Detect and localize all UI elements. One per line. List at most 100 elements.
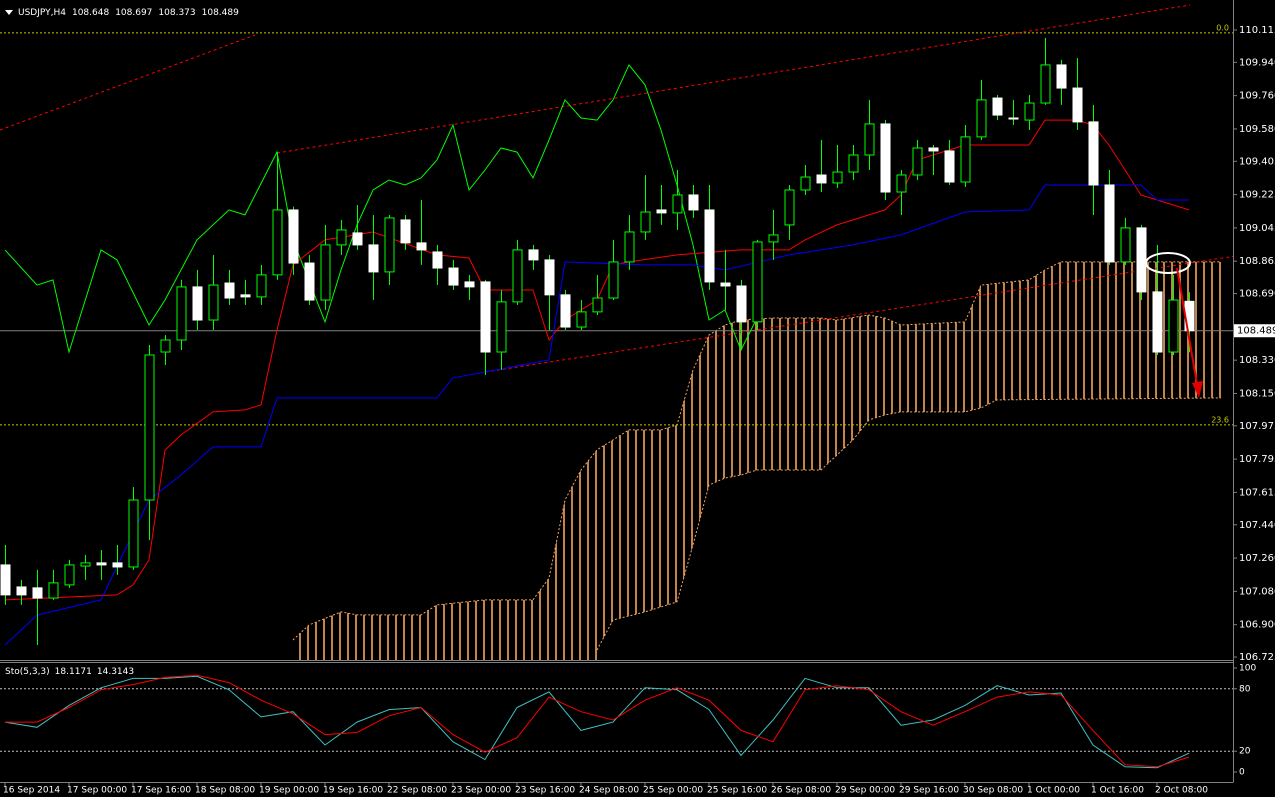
ichimoku-cloud [293,261,1221,660]
candle-body [80,562,91,567]
candle-body [64,564,75,586]
candle-body [800,176,811,191]
candle-body [1088,121,1099,186]
candle-body [208,284,219,321]
candle-body [352,232,363,246]
candle-body [576,311,587,328]
stochastic-line [5,674,1190,768]
x-tick-label: 17 Sep 00:00 [67,786,127,796]
candle-body [288,209,299,264]
candle-body [96,562,107,566]
candle-body [928,147,939,152]
y-tick-label: 106.900 [1239,620,1275,631]
indicator-value: 14.3143 [97,667,134,677]
candle-body [1056,64,1067,89]
price-pane [0,4,1233,660]
candle-body [816,174,827,184]
candle-body [1152,291,1163,353]
candle-body [1136,227,1147,293]
y-tick-label: 109.405 [1239,156,1275,167]
x-tick-label: 19 Sep 16:00 [323,786,383,796]
candle-body [848,154,859,173]
candle-body [112,562,123,568]
current-price-box [1234,324,1275,338]
stochastic-line [4,675,1190,769]
candle-body [656,209,667,214]
x-tick-label: 29 Sep 16:00 [899,786,959,796]
indicator-value: 18.1171 [55,667,92,677]
y-tick-label: 107.615 [1239,487,1275,498]
y-tick-label: 108.330 [1239,355,1275,366]
candle-body [128,499,139,568]
candle-body [432,251,443,269]
candle-body [864,123,875,156]
x-tick-label: 25 Sep 00:00 [643,786,703,796]
x-tick-label: 2 Oct 08:00 [1155,786,1208,796]
candle-body [512,249,523,303]
candle-body [784,189,795,226]
x-tick-label: 17 Sep 16:00 [131,786,191,796]
y-tick-label: 0 [1239,768,1245,778]
candle-body [1104,184,1115,263]
candle-body [464,281,475,288]
cloud-edge [292,261,1221,641]
x-tick-label: 1 Oct 16:00 [1091,786,1144,796]
candle-body [736,285,747,323]
fib-level-label: 0.0 [1216,23,1229,32]
y-tick-label: 109.580 [1239,124,1275,135]
candle-body [704,209,715,283]
x-tick-label: 18 Sep 08:00 [195,786,255,796]
y-tick-label: 109.760 [1239,91,1275,102]
y-tick-label: 107.975 [1239,421,1275,432]
candle-body [336,229,347,246]
candle-body [912,147,923,176]
highlight-ellipse [1145,252,1191,274]
x-tick-label: 19 Sep 00:00 [259,786,319,796]
y-tick-label: 109.225 [1239,190,1275,201]
y-tick-label: 107.795 [1239,454,1275,465]
candle-body [272,209,283,276]
candle-body [320,244,331,301]
candle-body [640,211,651,233]
candle-body [752,241,763,323]
cloud-edge [596,397,1222,651]
candle-body [0,564,11,596]
arrow-shaft [1176,267,1198,385]
menu-triangle[interactable] [5,10,13,15]
candle-body [240,294,251,298]
candle-body [976,99,987,138]
candle-body [1008,117,1019,120]
candle-body [144,354,155,501]
y-tick-label: 80 [1239,684,1251,694]
candle-body [1024,102,1035,121]
x-tick-label: 16 Sep 2014 [3,786,60,796]
y-tick-label: 20 [1239,747,1251,757]
indicator-line [4,184,1189,646]
candle-body [528,249,539,261]
candle-body [304,262,315,301]
y-tick-label: 109.045 [1239,223,1275,234]
fib-level-label: 23.6 [1211,415,1229,424]
y-tick-label: 107.260 [1239,553,1275,564]
candle-body [560,294,571,328]
x-tick-label: 25 Sep 16:00 [707,786,767,796]
ohlc-value: 108.697 [115,8,152,18]
y-tick-label: 109.940 [1239,57,1275,68]
indicator-title: Sto(5,3,3) 18.1171 14.3143 [5,667,134,677]
y-tick-label: 110.115 [1239,25,1275,36]
x-tick-label: 22 Sep 08:00 [387,786,447,796]
arrow-head [1192,381,1203,398]
candle-body [256,274,267,298]
candle-body [608,261,619,299]
y-tick-label: 108.690 [1239,289,1275,300]
candle-body [592,297,603,313]
candle-body [672,194,683,214]
candle-body [32,587,43,599]
candle-body [960,136,971,183]
trendline [276,4,1191,154]
ohlc-value: 108.373 [158,8,195,18]
indicator-name: Sto(5,3,3) [5,667,50,677]
y-tick-label: 107.080 [1239,586,1275,597]
candle-body [48,582,59,599]
